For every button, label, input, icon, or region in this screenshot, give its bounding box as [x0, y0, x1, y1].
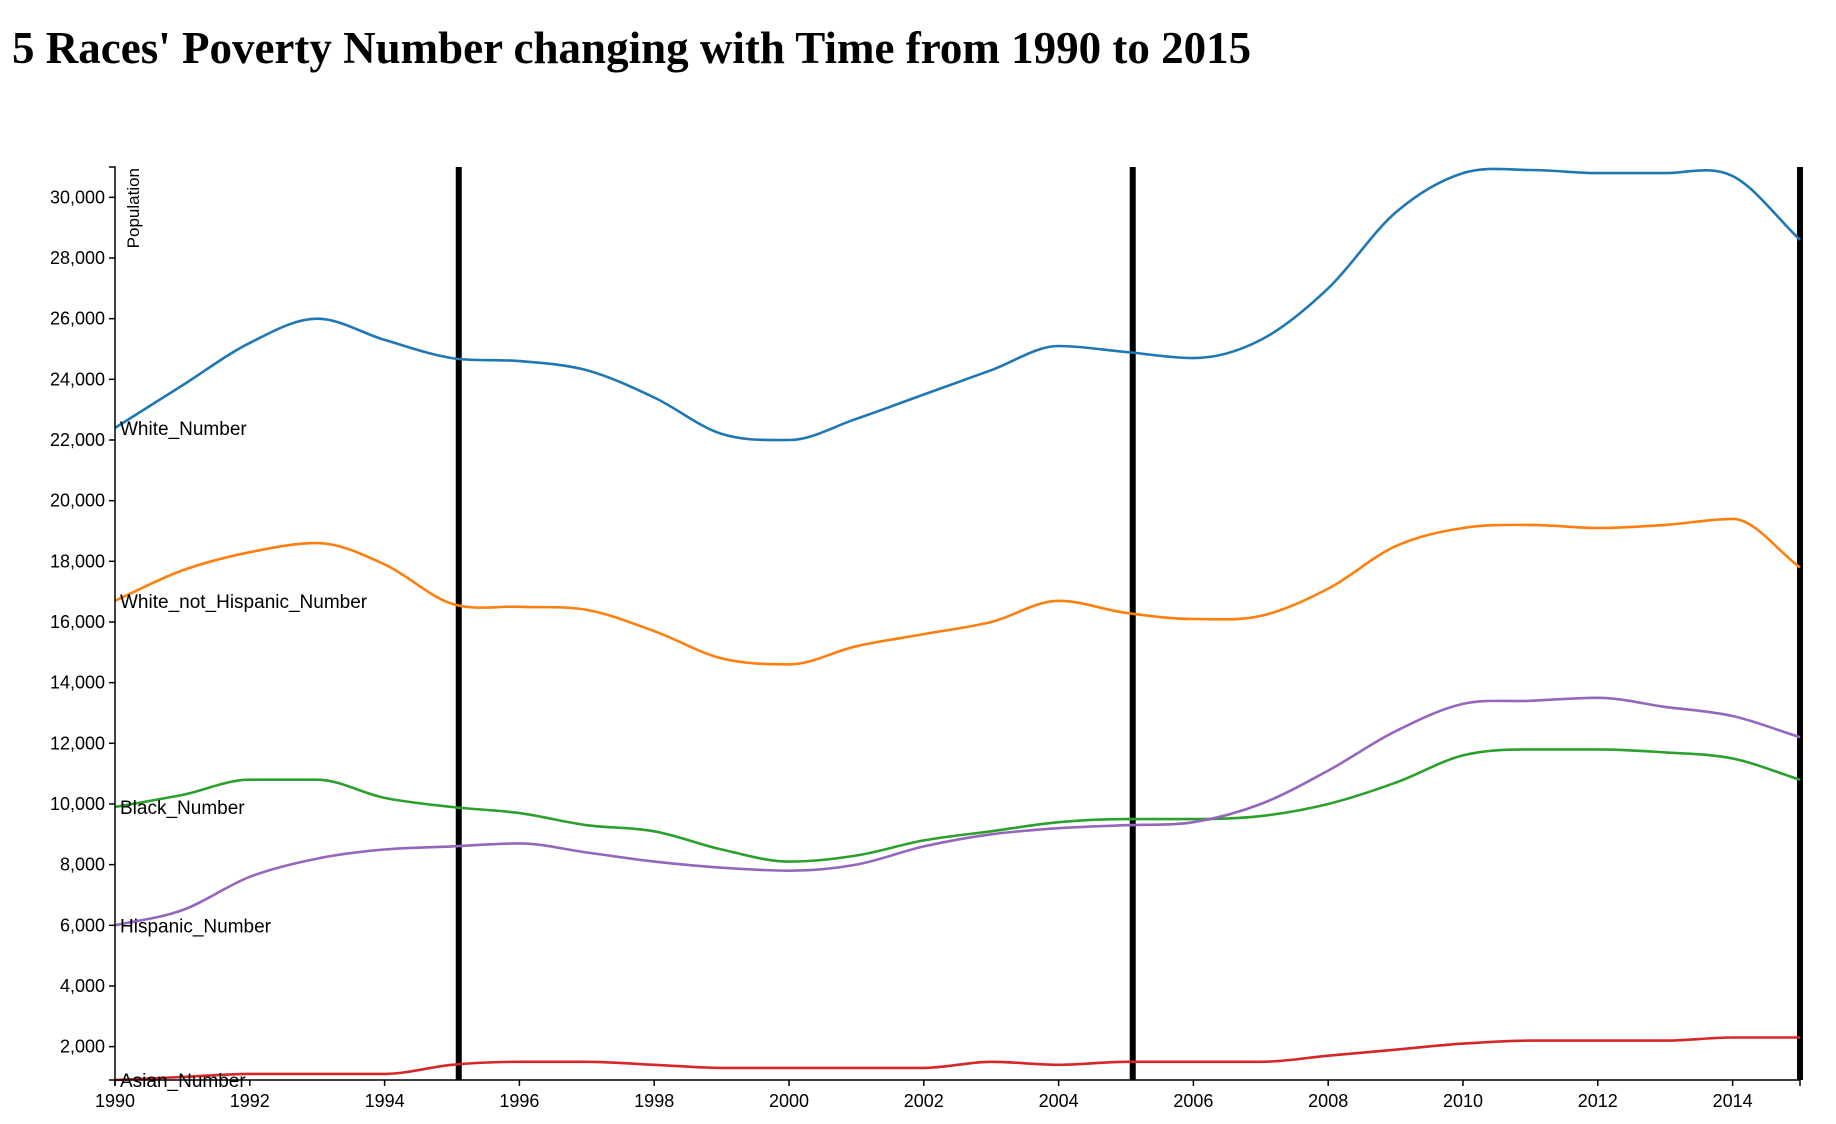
series-line: [114, 696, 1801, 927]
series-label: White_not_Hispanic_Number: [120, 592, 368, 613]
y-tick-label: 30,000: [50, 187, 105, 207]
x-tick-label: 2010: [1443, 1091, 1483, 1111]
series-labels: White_Number White_not_Hispanic_Number Bla…: [120, 419, 368, 1092]
y-tick-label: 6,000: [60, 915, 105, 935]
x-tick-label: 1996: [499, 1091, 539, 1111]
y-tick-label: 2,000: [60, 1037, 105, 1057]
series-line: [114, 1036, 1800, 1082]
x-tick-label: 1990: [95, 1091, 135, 1111]
series-line: [114, 748, 1801, 863]
y-tick-label: 16,000: [50, 612, 105, 632]
series-lines: [114, 167, 1801, 1082]
chart-title: 5 Races' Poverty Number changing with Ti…: [12, 23, 1252, 73]
series-line: [114, 517, 1801, 666]
y-tick-label: 18,000: [50, 551, 105, 571]
y-axis-domain: [109, 166, 116, 1081]
x-tick-label: 1998: [634, 1091, 674, 1111]
y-tick-label: 24,000: [50, 369, 105, 389]
x-tick-label: 1994: [365, 1091, 405, 1111]
x-tick-label: 1992: [230, 1091, 270, 1111]
series-label: Black_Number: [120, 798, 245, 819]
vertical-marker-lines: [455, 167, 1803, 1080]
x-tick-label: 2008: [1308, 1091, 1348, 1111]
x-tick-label: 2000: [769, 1091, 809, 1111]
y-tick-label: 20,000: [50, 491, 105, 511]
y-axis: 2,000 4,000 6,000 8,000 10,000 12,000 14,000 16…: [50, 166, 143, 1081]
series-line: [114, 167, 1801, 442]
y-tick-label: 8,000: [60, 855, 105, 875]
y-axis-title: Population: [124, 168, 143, 248]
series-label: White_Number: [120, 419, 247, 440]
x-tick-label: 2014: [1713, 1091, 1753, 1111]
y-tick-label: 12,000: [50, 733, 105, 753]
series-label: Hispanic_Number: [120, 916, 272, 937]
x-tick-label: 2004: [1039, 1091, 1079, 1111]
x-tick-label: 2006: [1173, 1091, 1213, 1111]
y-tick-label: 28,000: [50, 248, 105, 268]
y-tick-label: 14,000: [50, 673, 105, 693]
y-tick-label: 4,000: [60, 976, 105, 996]
y-tick-label: 22,000: [50, 430, 105, 450]
x-tick-label: 2012: [1578, 1091, 1618, 1111]
x-axis: 1990 1992 1994 1996 1998 2000 2002 2004 2006 2008…: [95, 1079, 1801, 1111]
y-tick-label: 10,000: [50, 794, 105, 814]
x-axis-domain: [114, 1079, 1801, 1086]
y-tick-label: 26,000: [50, 309, 105, 329]
series-label: Asian_Number: [120, 1071, 246, 1092]
x-tick-label: 2002: [904, 1091, 944, 1111]
